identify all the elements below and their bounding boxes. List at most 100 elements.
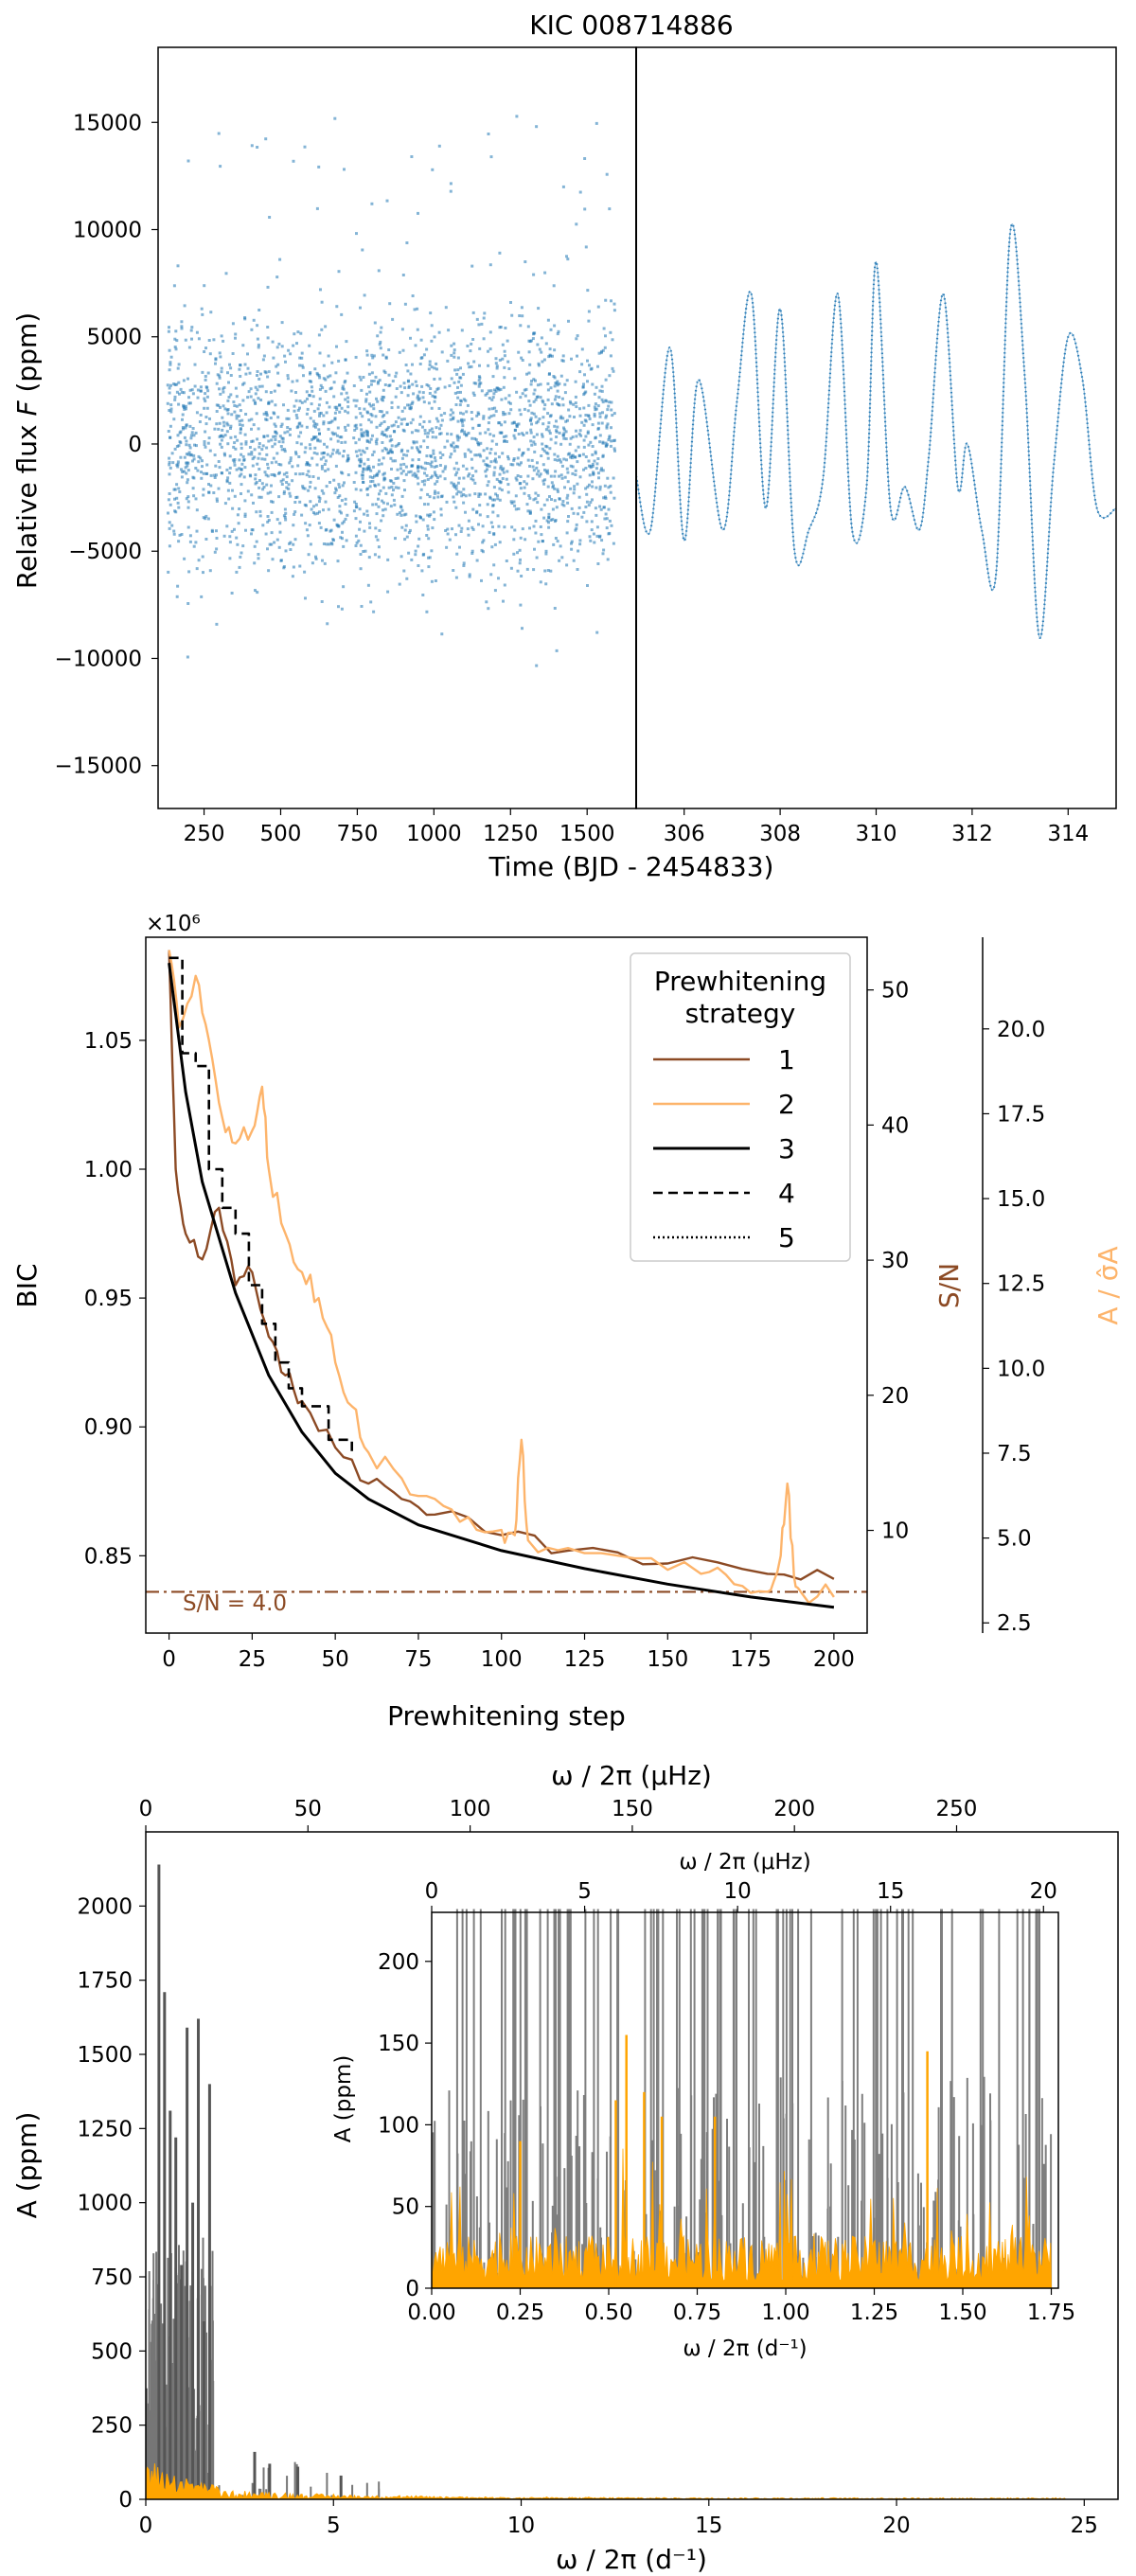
lc-point	[286, 408, 290, 412]
lc-point	[596, 364, 599, 368]
lc-point	[572, 402, 576, 406]
lc-point	[200, 307, 204, 311]
lc-point	[332, 395, 336, 399]
lc-point	[180, 320, 184, 324]
pg-top-tick-label: 100	[450, 1797, 491, 1821]
lc-point	[238, 419, 241, 423]
lc-point	[576, 482, 579, 486]
lc-point	[456, 385, 459, 389]
lc-point	[541, 442, 544, 446]
lc-point	[283, 354, 287, 358]
lc-point	[183, 435, 186, 439]
lc-point	[584, 455, 588, 458]
lc-point	[375, 473, 379, 477]
lc-point	[186, 481, 189, 485]
lc-point	[514, 494, 518, 498]
lc-point	[560, 476, 564, 480]
lc-point	[471, 474, 474, 478]
lc-point	[197, 454, 201, 458]
lc-point	[222, 404, 225, 408]
lc-point	[298, 406, 301, 410]
lc-point	[250, 528, 254, 532]
lc-point	[382, 501, 385, 505]
lc-point	[553, 487, 557, 490]
lc-point	[486, 503, 489, 506]
lc-point	[428, 495, 432, 499]
lc-point	[462, 418, 466, 422]
lc-point	[266, 285, 270, 289]
lc-point	[194, 467, 198, 470]
lc-point	[231, 352, 235, 355]
lc-point	[182, 391, 186, 395]
lc-point	[612, 302, 616, 306]
lc-point	[507, 394, 511, 398]
lc-point	[425, 610, 429, 613]
lc-point	[263, 457, 267, 461]
lc-point	[371, 453, 375, 456]
lc-point	[194, 497, 198, 501]
lc-point	[243, 316, 247, 319]
lc-point	[438, 464, 442, 467]
inset-top-tick-label: 5	[577, 1879, 592, 1904]
lc-point	[519, 324, 523, 328]
lc-point	[371, 479, 375, 483]
lc-point	[429, 513, 433, 517]
lc-point	[491, 396, 495, 400]
lc-point	[318, 387, 322, 391]
lc-point	[536, 395, 540, 399]
lc-point	[417, 397, 421, 400]
lc-point	[531, 477, 535, 481]
amp-tick-label: 10.0	[997, 1357, 1045, 1381]
lc-point	[320, 489, 324, 492]
lc-point	[560, 464, 564, 468]
inset-top-tick-label: 15	[877, 1879, 904, 1904]
lc-point	[560, 397, 564, 400]
lc-point	[240, 468, 243, 471]
lc-point	[464, 494, 468, 498]
lc-point	[222, 385, 226, 389]
lc-point	[491, 498, 495, 502]
lc-point	[440, 418, 444, 422]
lc-point	[450, 344, 453, 347]
lc-point	[381, 410, 383, 414]
lc-point	[288, 461, 292, 465]
lc-point	[402, 453, 406, 456]
lc-point	[585, 520, 589, 524]
lc-point	[359, 464, 362, 468]
lc-point	[284, 360, 287, 364]
lc-point	[552, 484, 555, 488]
lc-point	[323, 463, 327, 466]
lc-point	[441, 453, 445, 456]
lc-point	[470, 477, 473, 481]
lc-point	[594, 402, 597, 406]
lc-point	[318, 500, 321, 504]
lc-point	[374, 535, 378, 539]
lc-point	[480, 548, 484, 552]
lc-point	[430, 579, 434, 583]
lc-point	[317, 428, 321, 432]
lc-point	[364, 549, 367, 553]
lc-point	[326, 375, 329, 379]
lc-point	[172, 488, 176, 491]
lc-point	[438, 377, 442, 381]
lc-point	[308, 485, 311, 489]
lc-point	[415, 520, 418, 524]
lc-point	[486, 447, 489, 451]
lc-point	[266, 326, 270, 329]
lc-point	[186, 469, 190, 472]
lc-point	[489, 460, 493, 464]
lc-point	[535, 466, 539, 470]
lc-point	[320, 300, 324, 304]
lc-point	[416, 396, 419, 400]
lc-point	[530, 443, 534, 447]
lc-point	[291, 380, 294, 383]
inset-xtick-label: 1.25	[850, 2301, 898, 2325]
lc-point	[453, 355, 456, 359]
lc-point	[397, 476, 399, 480]
lc-point	[322, 451, 326, 454]
lc-point	[233, 460, 237, 464]
lc-point	[528, 496, 532, 500]
lc-point	[449, 189, 453, 193]
lc-point	[416, 446, 418, 450]
